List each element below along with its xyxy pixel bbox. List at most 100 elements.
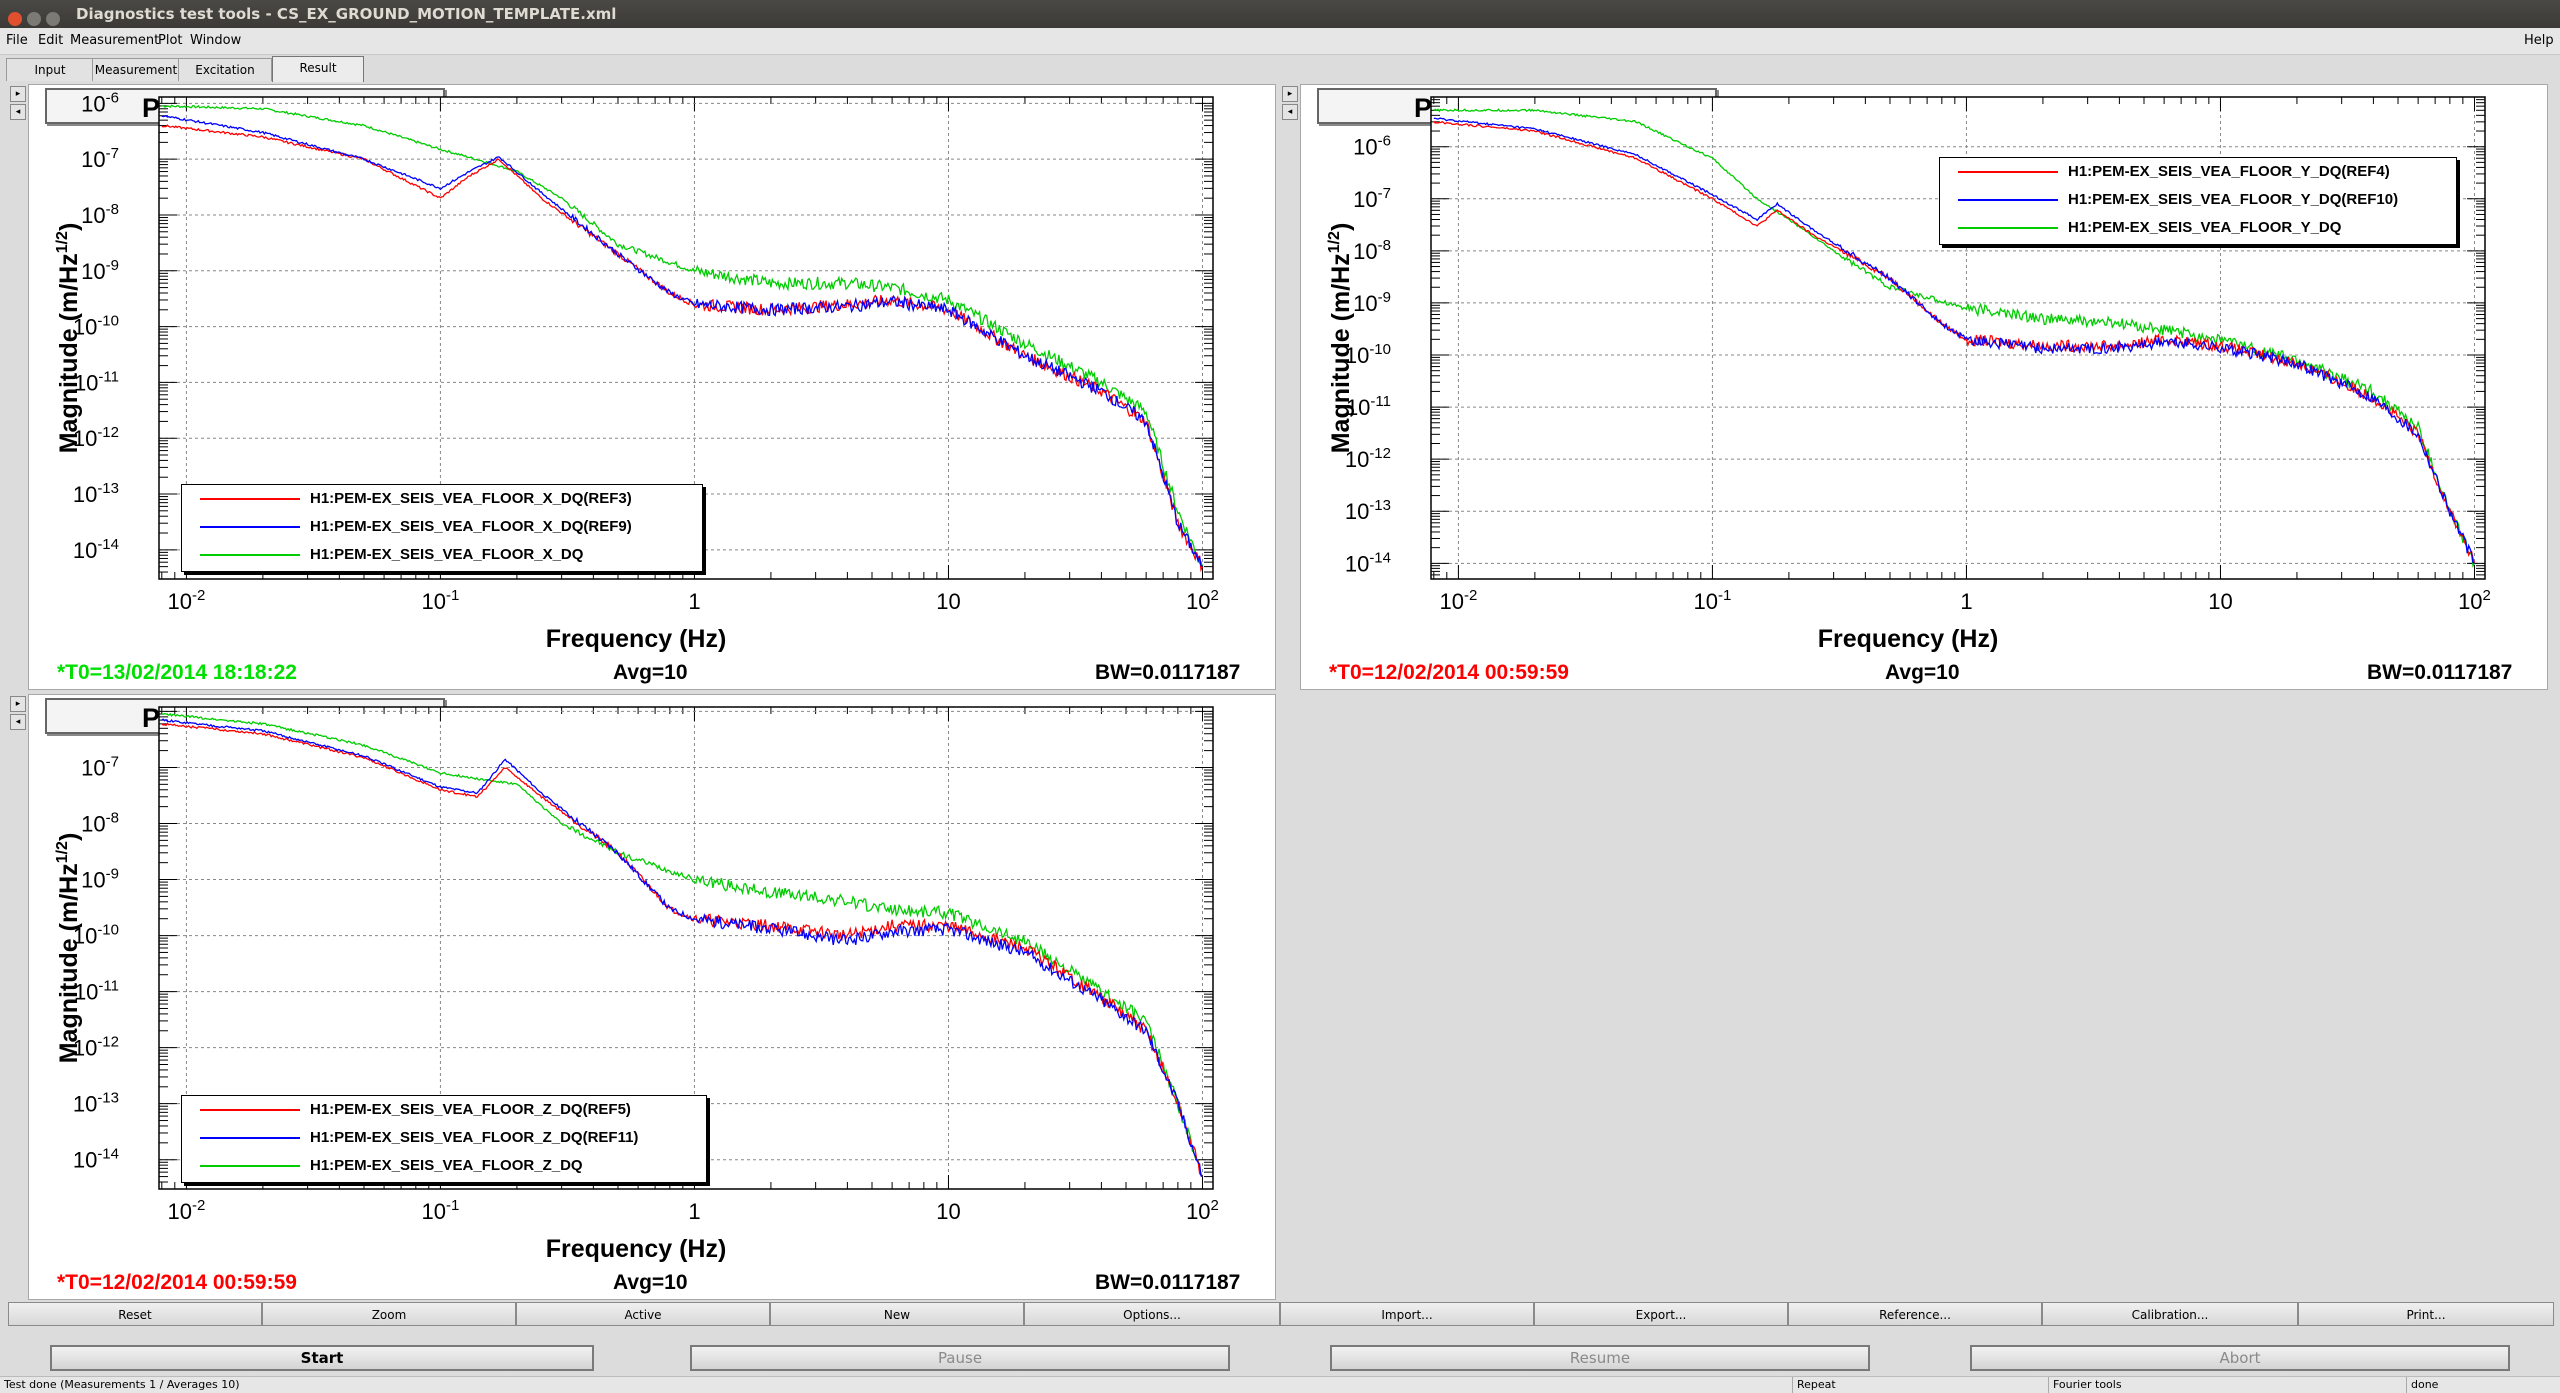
pause-button[interactable]: Pause: [690, 1345, 1230, 1371]
reset-button[interactable]: Reset: [8, 1302, 262, 1326]
menu-bar: File Edit Measurement Plot Window Help: [0, 28, 2560, 55]
import-button[interactable]: Import...: [1280, 1302, 1534, 1326]
panel-2-legend: H1:PEM-EX_SEIS_VEA_FLOOR_Y_DQ(REF4) H1:P…: [1939, 157, 2457, 245]
y-tick-label: 10-12: [1345, 445, 1391, 472]
status-tools: Fourier tools: [2048, 1377, 2122, 1393]
panel-2-expand-arrow-icon[interactable]: ▸: [1282, 86, 1298, 102]
series-line: [1433, 117, 2475, 564]
panel-1-chart: 10-2 10-1 1 10 10210-610-710-810-910-1010-11…: [54, 89, 1219, 653]
legend-swatch: [200, 554, 300, 556]
close-window-icon[interactable]: [8, 12, 22, 26]
resume-button[interactable]: Resume: [1330, 1345, 1870, 1371]
legend-row: H1:PEM-EX_SEIS_VEA_FLOOR_Z_DQ: [182, 1152, 706, 1180]
panel-2-bw: BW=0.0117187: [2367, 661, 2513, 684]
new-button[interactable]: New: [770, 1302, 1024, 1326]
x-tick-label: 1: [688, 589, 700, 614]
y-tick-label: 10-11: [1346, 393, 1391, 420]
y-tick-label: 10-6: [81, 89, 119, 116]
menu-measurement[interactable]: Measurement: [70, 33, 160, 48]
panel-3-collapse-arrow-icon[interactable]: ◂: [10, 714, 26, 730]
y-axis-label: Magnitude (m/Hz1/2): [54, 223, 83, 454]
plot-panel-3[interactable]: Power spectrum 10-210-111010210-710-810-…: [28, 694, 1276, 1300]
legend-swatch: [200, 1165, 300, 1167]
status-bar: Test done (Measurements 1 / Averages 10)…: [0, 1376, 2560, 1393]
panel-3-expand-arrow-icon[interactable]: ▸: [10, 696, 26, 712]
legend-label: H1:PEM-EX_SEIS_VEA_FLOOR_X_DQ(REF9): [310, 518, 632, 535]
menu-window[interactable]: Window: [190, 33, 242, 48]
y-tick-label: 10-9: [81, 257, 119, 284]
x-tick-label: 10-1: [422, 1197, 460, 1224]
y-tick-label: 10-9: [1353, 289, 1391, 316]
zoom-button[interactable]: Zoom: [262, 1302, 516, 1326]
abort-button[interactable]: Abort: [1970, 1345, 2510, 1371]
y-tick-label: 10-8: [81, 810, 119, 837]
x-tick-label: 102: [2458, 587, 2491, 614]
panel-1-expand-arrow-icon[interactable]: ▸: [10, 86, 26, 102]
active-button[interactable]: Active: [516, 1302, 770, 1326]
tab-excitation[interactable]: Excitation: [178, 58, 272, 81]
panel-2-avg: Avg=10: [1885, 661, 1960, 684]
plot-panel-2[interactable]: Power spectrum 10-210-111010210-610-710-…: [1300, 84, 2548, 690]
legend-label: H1:PEM-EX_SEIS_VEA_FLOOR_X_DQ: [310, 546, 584, 563]
y-tick-label: 10-9: [81, 866, 119, 893]
x-tick-label: 10: [936, 1199, 960, 1224]
export-button[interactable]: Export...: [1534, 1302, 1788, 1326]
menu-edit[interactable]: Edit: [38, 33, 64, 48]
y-tick-label: 10-12: [73, 1034, 119, 1061]
y-axis-label: Magnitude (m/Hz1/2): [54, 833, 83, 1064]
x-tick-label: 10-2: [167, 587, 205, 614]
menu-file[interactable]: File: [6, 33, 28, 48]
window-title: Diagnostics test tools - CS_EX_GROUND_MO…: [76, 5, 617, 23]
legend-row: H1:PEM-EX_SEIS_VEA_FLOOR_Z_DQ(REF5): [182, 1096, 706, 1124]
legend-swatch: [200, 1109, 300, 1111]
plot-panel-1[interactable]: Power spectrum 10-210-111010210-610-710-…: [28, 84, 1276, 690]
reference-button[interactable]: Reference...: [1788, 1302, 2042, 1326]
start-button[interactable]: Start: [50, 1345, 594, 1371]
calibration-button[interactable]: Calibration...: [2042, 1302, 2298, 1326]
x-tick-label: 1: [688, 1199, 700, 1224]
legend-row: H1:PEM-EX_SEIS_VEA_FLOOR_X_DQ: [182, 541, 702, 569]
menu-help[interactable]: Help: [2524, 33, 2554, 48]
x-tick-label: 102: [1186, 1197, 1219, 1224]
tab-bar: Input Measurement Excitation Result: [0, 56, 2560, 82]
status-message: Test done (Measurements 1 / Averages 10): [4, 1378, 240, 1391]
y-tick-label: 10-14: [1345, 549, 1391, 576]
window-titlebar: Diagnostics test tools - CS_EX_GROUND_MO…: [0, 0, 2560, 28]
legend-row: H1:PEM-EX_SEIS_VEA_FLOOR_X_DQ(REF3): [182, 485, 702, 513]
panel-1-avg: Avg=10: [613, 661, 688, 684]
maximize-window-icon[interactable]: [46, 12, 60, 26]
x-tick-label: 10-2: [1439, 587, 1477, 614]
x-tick-label: 10-2: [167, 1197, 205, 1224]
y-tick-label: 10-11: [74, 368, 119, 395]
y-tick-label: 10-14: [73, 1146, 119, 1173]
tab-input[interactable]: Input: [6, 58, 94, 81]
options-button[interactable]: Options...: [1024, 1302, 1280, 1326]
legend-label: H1:PEM-EX_SEIS_VEA_FLOOR_Z_DQ: [310, 1157, 583, 1174]
x-tick-label: 102: [1186, 587, 1219, 614]
panel-3-avg: Avg=10: [613, 1271, 688, 1294]
y-tick-label: 10-6: [1353, 133, 1391, 160]
y-tick-label: 10-12: [73, 424, 119, 451]
y-tick-label: 10-7: [81, 145, 119, 172]
panel-2-collapse-arrow-icon[interactable]: ◂: [1282, 104, 1298, 120]
x-tick-label: 10-1: [1694, 587, 1732, 614]
print-button[interactable]: Print...: [2298, 1302, 2554, 1326]
y-tick-label: 10-7: [1353, 185, 1391, 212]
panel-2-t0: *T0=12/02/2014 00:59:59: [1329, 661, 1569, 684]
tab-result[interactable]: Result: [272, 56, 364, 82]
y-tick-label: 10-13: [73, 480, 119, 507]
series-line: [161, 712, 1204, 1177]
panel-3-bw: BW=0.0117187: [1095, 1271, 1241, 1294]
menu-plot[interactable]: Plot: [158, 33, 183, 48]
y-tick-label: 10-13: [73, 1090, 119, 1117]
y-tick-label: 10-8: [81, 201, 119, 228]
legend-row: H1:PEM-EX_SEIS_VEA_FLOOR_Y_DQ(REF10): [1940, 186, 2456, 214]
minimize-window-icon[interactable]: [27, 12, 41, 26]
legend-row: H1:PEM-EX_SEIS_VEA_FLOOR_Y_DQ(REF4): [1940, 158, 2456, 186]
y-tick-label: 10-14: [73, 536, 119, 563]
legend-label: H1:PEM-EX_SEIS_VEA_FLOOR_Y_DQ(REF4): [2068, 163, 2390, 180]
legend-row: H1:PEM-EX_SEIS_VEA_FLOOR_X_DQ(REF9): [182, 513, 702, 541]
panel-1-collapse-arrow-icon[interactable]: ◂: [10, 104, 26, 120]
panel-3-legend: H1:PEM-EX_SEIS_VEA_FLOOR_Z_DQ(REF5) H1:P…: [181, 1095, 707, 1183]
tab-measurement[interactable]: Measurement: [92, 58, 180, 81]
